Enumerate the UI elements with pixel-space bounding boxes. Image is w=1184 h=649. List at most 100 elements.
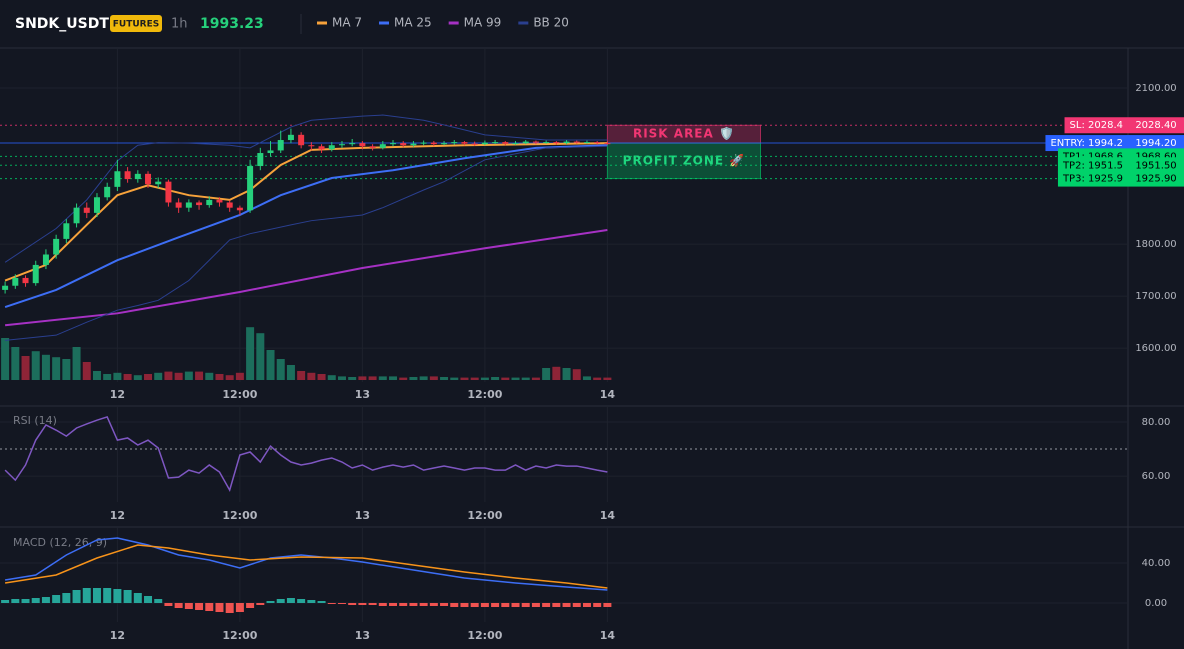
- level-label: TP1: 1968.6: [1062, 151, 1123, 162]
- histogram-bar: [1, 600, 10, 603]
- candle-body: [369, 146, 376, 148]
- candle-body: [12, 277, 19, 286]
- candle-body: [390, 143, 397, 145]
- histogram-bar: [195, 603, 204, 610]
- volume-bar: [358, 376, 367, 380]
- histogram-bar: [521, 603, 530, 607]
- volume-bar: [123, 374, 132, 380]
- moving-average: [4, 144, 608, 309]
- moving-average: [4, 229, 608, 327]
- histogram-bar: [337, 603, 346, 604]
- candle-body: [441, 143, 448, 145]
- candle-body: [522, 141, 529, 144]
- level-label: SL: 2028.4: [1070, 120, 1123, 131]
- volume-bar: [603, 377, 612, 380]
- volume-bar: [82, 362, 91, 380]
- candle-body: [236, 207, 243, 211]
- volume-bar: [593, 377, 602, 380]
- symbol: SNDK_USDT: [15, 16, 109, 32]
- volume-bar: [113, 372, 122, 380]
- histogram-bar: [215, 603, 224, 612]
- candle-body: [308, 145, 315, 147]
- candle-body: [359, 143, 366, 147]
- histogram-bar: [582, 603, 591, 607]
- y-tick-label: 1700.00: [1135, 291, 1176, 302]
- level-label-bg: [1057, 157, 1128, 174]
- candle-body: [349, 143, 356, 145]
- histogram-bar: [52, 595, 61, 603]
- histogram-bar: [552, 603, 561, 607]
- volume-bar: [195, 371, 204, 380]
- candle-body: [379, 144, 386, 148]
- candle-body: [338, 144, 345, 146]
- candle-body: [512, 143, 519, 145]
- panel-label: RSI (14): [13, 414, 57, 427]
- histogram-bar: [72, 590, 81, 603]
- candle-body: [267, 150, 274, 154]
- candle-body: [573, 141, 580, 143]
- volume-bar: [348, 377, 357, 380]
- y-tick-label: 80.00: [1142, 417, 1171, 428]
- y-tick-label: 40.00: [1142, 558, 1171, 569]
- legend-label: MA 25: [394, 16, 432, 30]
- volume-bar: [144, 374, 153, 380]
- volume-bar: [419, 376, 428, 380]
- x-tick-label: 12:00: [222, 509, 257, 522]
- candle-body: [32, 264, 39, 284]
- interval: 1h: [171, 17, 188, 32]
- histogram-bar: [103, 588, 112, 603]
- candle-body: [155, 181, 162, 185]
- volume-bar: [440, 377, 449, 380]
- volume-bar: [307, 372, 316, 380]
- candle-body: [328, 145, 335, 150]
- volume-bar: [521, 377, 530, 380]
- x-tick-label: 13: [355, 629, 370, 642]
- histogram-bar: [562, 603, 571, 607]
- histogram-bar: [327, 603, 336, 604]
- histogram-bar: [389, 603, 398, 606]
- histogram-bar: [276, 599, 285, 603]
- histogram-bar: [225, 603, 234, 613]
- level-label-bg: [1057, 170, 1128, 187]
- volume-bar: [562, 368, 571, 380]
- histogram-bar: [409, 603, 418, 606]
- histogram-bar: [123, 590, 132, 603]
- candle-body: [298, 134, 305, 146]
- histogram-bar: [368, 603, 377, 605]
- histogram-bar: [419, 603, 428, 606]
- x-tick-label: 12: [110, 629, 125, 642]
- candle-body: [83, 207, 90, 213]
- candle-body: [451, 142, 458, 144]
- candle-body: [257, 153, 264, 167]
- volume-bar: [297, 371, 306, 380]
- volume-bar: [154, 372, 163, 380]
- candle-body: [553, 142, 560, 144]
- histogram-bar: [460, 603, 469, 607]
- histogram-bar: [286, 598, 295, 603]
- x-tick-label: 12:00: [222, 388, 257, 401]
- histogram-bar: [440, 603, 449, 606]
- histogram-bar: [501, 603, 510, 607]
- volume-bar: [450, 377, 459, 380]
- price-label-bg: [1128, 135, 1184, 152]
- price-label-bg: [1128, 170, 1184, 187]
- histogram-bar: [113, 589, 122, 603]
- y-tick-label: 1800.00: [1135, 239, 1176, 250]
- zone-label: PROFIT ZONE 🚀: [623, 153, 746, 167]
- histogram-bar: [174, 603, 183, 608]
- histogram-bar: [603, 603, 612, 607]
- volume-bar: [174, 372, 183, 380]
- candle-body: [42, 254, 49, 265]
- candle-body: [594, 142, 601, 144]
- volume-bar: [542, 368, 551, 380]
- histogram-bar: [531, 603, 540, 607]
- level-label-bg: [1045, 135, 1128, 152]
- x-tick-label: 14: [600, 388, 616, 401]
- x-tick-label: 14: [600, 629, 616, 642]
- candle-body: [492, 142, 499, 144]
- candle-body: [583, 142, 590, 144]
- x-tick-label: 12: [110, 388, 125, 401]
- x-tick-label: 12:00: [467, 388, 502, 401]
